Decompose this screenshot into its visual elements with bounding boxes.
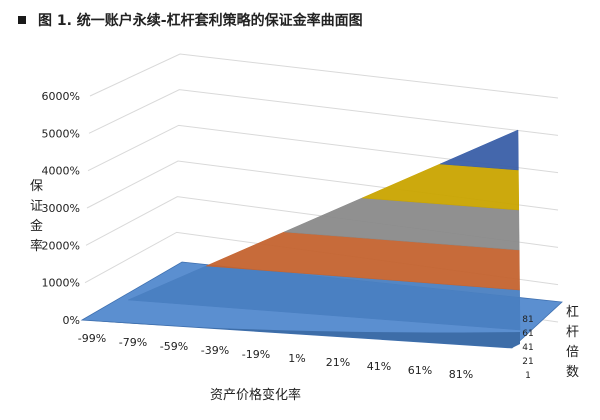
z-tick-label: 4000% xyxy=(42,165,80,178)
surface-bands xyxy=(82,129,521,348)
y-title-char-1: 杠 xyxy=(566,304,579,320)
surface-front-edge xyxy=(82,320,520,348)
z-gridline xyxy=(87,124,559,174)
y-title-char-3: 倍 xyxy=(566,345,579,360)
y-title-char-2: 杆 xyxy=(566,325,579,340)
x-tick-label: 61% xyxy=(408,364,432,377)
z-tick-label: 3000% xyxy=(42,202,80,215)
surface-band xyxy=(439,129,519,171)
y-tick-label: 61 xyxy=(522,329,533,339)
z-tick-label: 0% xyxy=(63,314,80,327)
x-tick-label: -79% xyxy=(119,336,147,349)
z-tick-label: 6000% xyxy=(42,90,80,103)
chart-title-row: 图 1. 统一账户永续-杠杆套利策略的保证金率曲面图 xyxy=(18,8,363,32)
z-tick-label: 1000% xyxy=(42,277,80,290)
z-axis-ticks: 0% 1000% 2000% 3000% 4000% 5000% 6000% xyxy=(42,90,80,327)
z-title-char-1: 保 xyxy=(30,179,43,194)
x-tick-label: 21% xyxy=(326,356,350,369)
x-tick-label: 81% xyxy=(449,368,473,381)
y-axis-ticks: 1 21 41 61 81 xyxy=(522,315,533,381)
x-tick-label: -39% xyxy=(201,344,229,357)
y-tick-label: 21 xyxy=(522,357,533,367)
z-axis-title: 保 证 金 率 xyxy=(30,179,43,254)
x-tick-label: -59% xyxy=(160,340,188,353)
z-tick-label: 5000% xyxy=(42,127,80,140)
square-bullet-icon xyxy=(18,16,26,24)
z-gridline xyxy=(88,89,559,136)
z-title-char-4: 率 xyxy=(30,238,43,254)
x-axis-ticks: -99% -79% -59% -39% -19% 1% 21% 41% 61% 81% xyxy=(78,332,473,381)
x-tick-label: -19% xyxy=(242,348,270,361)
x-tick-label: 41% xyxy=(367,360,391,373)
z-tick-label: 2000% xyxy=(42,239,80,252)
z-gridline xyxy=(89,53,559,99)
y-tick-label: 1 xyxy=(525,371,531,381)
x-tick-label: -99% xyxy=(78,332,106,345)
z-title-char-2: 证 xyxy=(30,199,43,214)
y-axis-title: 杠 杆 倍 数 xyxy=(566,304,579,380)
x-tick-label: 1% xyxy=(288,352,305,365)
x-axis-title: 资产价格变化率 xyxy=(210,387,301,403)
y-title-char-4: 数 xyxy=(566,365,579,380)
y-tick-label: 41 xyxy=(522,343,533,353)
y-tick-label: 81 xyxy=(522,315,533,325)
chart-title: 图 1. 统一账户永续-杠杆套利策略的保证金率曲面图 xyxy=(38,13,363,29)
z-title-char-3: 金 xyxy=(30,218,43,234)
